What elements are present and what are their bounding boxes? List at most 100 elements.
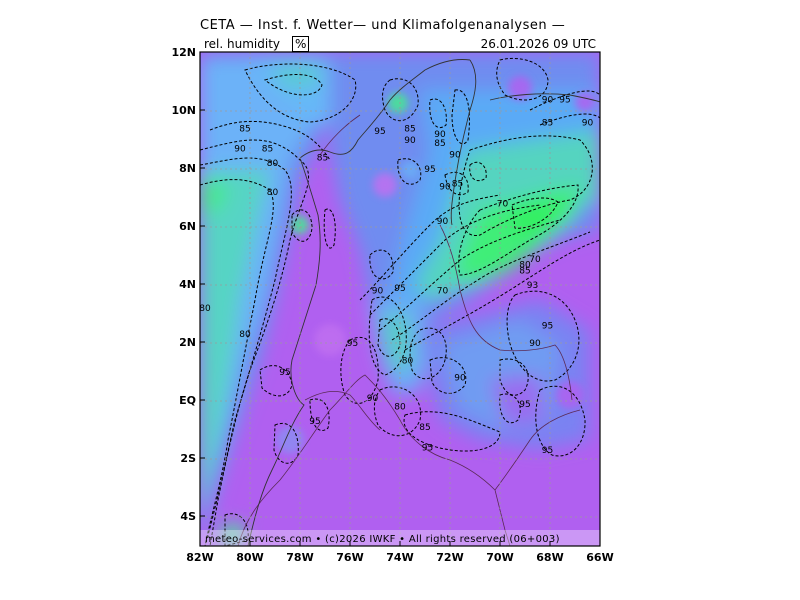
borders xyxy=(237,114,581,546)
contour-line xyxy=(451,89,470,145)
contour-line xyxy=(409,327,447,380)
contour-line xyxy=(496,57,549,101)
contour-value-label: 95 xyxy=(542,322,553,332)
contour-line xyxy=(529,90,600,111)
axes: 12N 10N 8N 6N 4N 2N EQ 2S 4S 82W 80W 78W 76W 74W 72W 70… xyxy=(171,46,613,564)
contour-line xyxy=(391,231,591,341)
contour-value-label: 85 xyxy=(542,119,553,129)
contour-line xyxy=(429,98,447,129)
contour-value-label: 80 xyxy=(519,261,531,271)
contour-line xyxy=(511,197,559,229)
map-title: CETA — Inst. f. Wetter— und Klimafolgena… xyxy=(200,18,566,33)
contour-value-label: 90 xyxy=(439,182,451,192)
longitude-tick-label: 74W xyxy=(386,551,413,564)
contour-value-label: 85 xyxy=(452,179,463,189)
contour-value-label: 90 xyxy=(582,119,594,129)
longitude-tick-label: 78W xyxy=(286,551,313,564)
latitude-tick-label: 6N xyxy=(179,220,196,233)
contour-line xyxy=(200,157,292,546)
contour-value-label: 90 xyxy=(234,145,246,155)
border-panama xyxy=(319,114,361,156)
contour-line xyxy=(382,78,419,122)
contour-line xyxy=(535,385,586,457)
border-ecuador xyxy=(304,390,381,431)
contour-value-label: 90 xyxy=(434,130,446,140)
zone-80-center xyxy=(380,315,412,372)
contour-value-label: 90 xyxy=(454,374,466,384)
field-detail xyxy=(276,76,595,454)
longitude-tick-label: 76W xyxy=(336,551,363,564)
contour-line xyxy=(263,74,323,96)
contour-value-label: 80 xyxy=(402,356,414,366)
contour-line xyxy=(429,357,467,394)
contour-value-label: 95 xyxy=(424,165,435,175)
blob-blue-b xyxy=(276,426,304,454)
contour-line xyxy=(373,386,422,437)
contour-value-label: 70 xyxy=(497,200,509,210)
contour-value-label: 80 xyxy=(199,304,211,314)
variable-label: rel. humidity xyxy=(204,37,281,51)
pacific-coast xyxy=(247,157,321,546)
contour-line xyxy=(506,290,580,382)
contour-value-label: 90 xyxy=(437,217,449,227)
blob-green-a xyxy=(388,93,408,113)
contour-value-label: 85 xyxy=(404,124,415,134)
border-venezuela xyxy=(439,224,573,401)
latitude-tick-label: 2N xyxy=(179,336,196,349)
contour-line xyxy=(369,249,394,280)
valid-time: 26.01.2026 09 UTC xyxy=(480,37,596,51)
contour-line xyxy=(323,208,336,249)
contour-line xyxy=(444,171,469,196)
contour-value-label: 70 xyxy=(437,287,449,297)
caribbean-coast xyxy=(299,59,471,159)
contour-value-label: 95 xyxy=(542,446,553,456)
latitude-tick-label: 4S xyxy=(180,510,196,523)
contour-value-label: 95 xyxy=(422,443,433,453)
blob-purple-b xyxy=(575,92,595,112)
contour-line xyxy=(359,194,501,301)
latitude-tick-label: 4N xyxy=(179,278,196,291)
contour-line xyxy=(368,296,407,376)
zone-65-east xyxy=(510,200,560,240)
zone-75-west-a xyxy=(200,180,230,215)
contour-value-label: 90 xyxy=(372,287,384,297)
latitude-tick-label: EQ xyxy=(179,394,196,407)
contour-line xyxy=(469,161,487,182)
zone-80-west xyxy=(200,170,270,520)
latitude-tick-label: 10N xyxy=(171,104,196,117)
blob-purple-a xyxy=(508,76,532,100)
graticule xyxy=(200,52,600,546)
contour-line xyxy=(369,204,541,316)
contour-value-label: 85 xyxy=(262,145,273,155)
venezuela-coast xyxy=(489,93,600,103)
contour-line xyxy=(379,219,561,331)
contour-value-label: 95 xyxy=(309,417,320,427)
contour-line xyxy=(458,135,593,236)
contour-value-label: 95 xyxy=(519,400,530,410)
contour-value-label: 80 xyxy=(267,188,279,198)
blob-purple-c xyxy=(373,173,397,197)
credit-line: meteo-services.com • (c)2026 IWKF • All … xyxy=(205,534,560,545)
longitude-tick-label: 70W xyxy=(486,551,513,564)
contour-value-label: 80 xyxy=(267,159,279,169)
longitude-tick-label: 80W xyxy=(236,551,263,564)
longitude-tick-label: 72W xyxy=(436,551,463,564)
contour-value-label: 85 xyxy=(519,266,530,276)
contour-value-label: 95 xyxy=(347,339,358,349)
blob-purple-e xyxy=(556,381,584,409)
contour-value-label: 95 xyxy=(394,284,405,294)
contour-value-label: 70 xyxy=(529,255,541,265)
contour-line xyxy=(539,113,600,126)
contour-line xyxy=(273,422,299,464)
contour-value-label: 90 xyxy=(529,339,541,349)
latitude-tick-label: 8N xyxy=(179,162,196,175)
lake-maracaibo-coast xyxy=(450,59,477,226)
contour-value-label: 85 xyxy=(419,423,430,433)
contour-value-label: 90 xyxy=(542,95,554,105)
contour-line xyxy=(200,179,274,546)
contour-value-label: 90 xyxy=(404,136,416,146)
contour-value-label: 85 xyxy=(434,139,445,149)
contour-lines xyxy=(200,57,600,546)
